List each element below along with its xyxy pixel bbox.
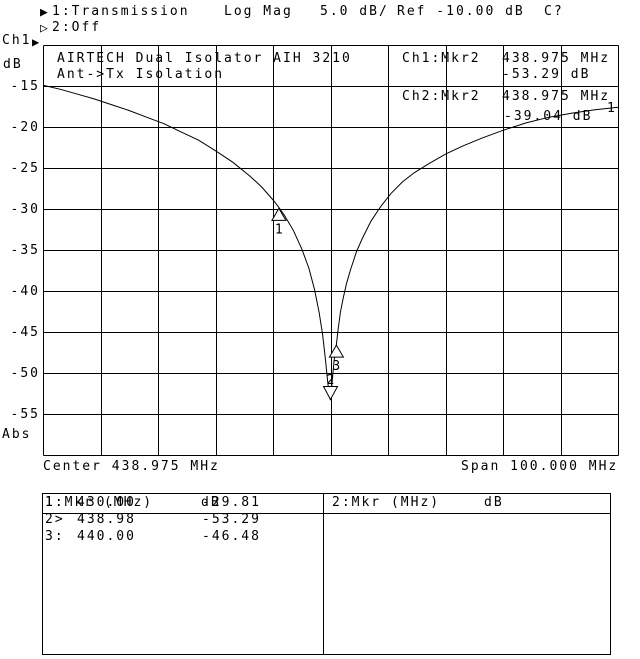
marker-1-triangle-icon (271, 207, 287, 221)
marker-1-label: 1 (275, 222, 283, 237)
marker-table: 1:Mkr (MHz) dB 1: 430.00 -29.81 2> 438.98 -53… (42, 493, 611, 655)
ch1-marker-readout-freq: 438.975 MHz (502, 51, 611, 66)
ch2-marker-readout-label: Ch2:Mkr2 (402, 89, 481, 104)
format-label: Log Mag (224, 4, 293, 19)
marker-table-title-ch2: 2:Mkr (MHz) (332, 495, 441, 510)
y-axis-unit-label: dB (3, 57, 23, 72)
y-axis-tick-label: -35 (10, 243, 40, 258)
marker-3-triangle-icon (328, 344, 345, 358)
marker-table-unit-ch1: dB (201, 495, 221, 510)
y-axis-tick-label: -15 (10, 79, 40, 94)
device-annotation-line1: AIRTECH Dual Isolator AIH 3210 (57, 51, 352, 66)
cal-status-label: C? (544, 4, 564, 19)
y-axis-tick-label: -50 (10, 366, 40, 381)
y-axis-mode-label: Abs (2, 427, 32, 442)
y-axis-tick-label: -40 (10, 284, 40, 299)
marker-table-row: 1: 430.00 -29.81 (43, 495, 323, 511)
marker-frequency-cell: 440.00 (77, 529, 136, 544)
marker-table-panel-ch2: 2:Mkr (MHz) dB (324, 494, 610, 654)
scale-per-div-label: 5.0 dB/ (320, 4, 389, 19)
marker-2-label: 2 (327, 373, 335, 388)
marker-number-cell: 3: (45, 529, 65, 544)
trace1-measurement-label: 1:Transmission (52, 4, 190, 19)
ref-level-label: Ref -10.00 dB (397, 4, 525, 19)
y-axis-tick-label: -25 (10, 161, 40, 176)
graticule-and-trace: 1 23 (43, 45, 619, 456)
marker-table-header-ch1: 1:Mkr (MHz) dB (43, 494, 323, 514)
marker-table-row: 2> 438.98 -53.29 (43, 512, 323, 528)
marker-3-label: 3 (332, 359, 340, 374)
ch1-marker-readout-value: -53.29 dB (502, 67, 591, 82)
center-frequency-label: Center 438.975 MHz (43, 459, 220, 474)
ch2-marker-readout-freq: 438.975 MHz (502, 89, 611, 104)
ch2-marker-readout-value: -39.04 dB (504, 109, 593, 124)
marker-table-title-ch1: 1:Mkr (MHz) (45, 495, 154, 510)
y-axis-tick-label: -20 (10, 120, 40, 135)
device-annotation-line2: Ant->Tx Isolation (57, 67, 225, 82)
trace2-measurement-label: 2:Off (52, 20, 102, 35)
marker-db-cell: -29.81 (202, 495, 261, 510)
trace-number-label: 1 (607, 101, 617, 116)
marker-frequency-cell: 438.98 (77, 512, 136, 527)
ch1-marker-readout-label: Ch1:Mkr2 (402, 51, 481, 66)
channel-arrow-icon: ▶ (32, 35, 42, 49)
channel-label: Ch1 (2, 33, 32, 48)
marker-table-unit-ch2: dB (484, 495, 504, 510)
marker-table-header-ch2: 2:Mkr (MHz) dB (324, 494, 610, 514)
marker-number-cell: 2> (45, 512, 65, 527)
y-axis-tick-label: -55 (10, 407, 40, 422)
active-trace-arrow-icon: ▶ (40, 5, 50, 20)
y-axis-tick-label: -45 (10, 325, 40, 340)
marker-table-row: 3: 440.00 -46.48 (43, 529, 323, 545)
marker-frequency-cell: 430.00 (77, 495, 136, 510)
inactive-trace-arrow-icon: ▷ (40, 21, 50, 36)
marker-db-cell: -53.29 (202, 512, 261, 527)
marker-2-triangle-icon (322, 386, 339, 401)
marker-number-cell: 1: (45, 495, 65, 510)
isolation-trace (43, 84, 619, 401)
span-label: Span 100.000 MHz (461, 459, 619, 474)
y-axis-tick-label: -30 (10, 202, 40, 217)
marker-table-panel-ch1: 1:Mkr (MHz) dB 1: 430.00 -29.81 2> 438.98 -53… (43, 494, 324, 654)
marker-db-cell: -46.48 (202, 529, 261, 544)
